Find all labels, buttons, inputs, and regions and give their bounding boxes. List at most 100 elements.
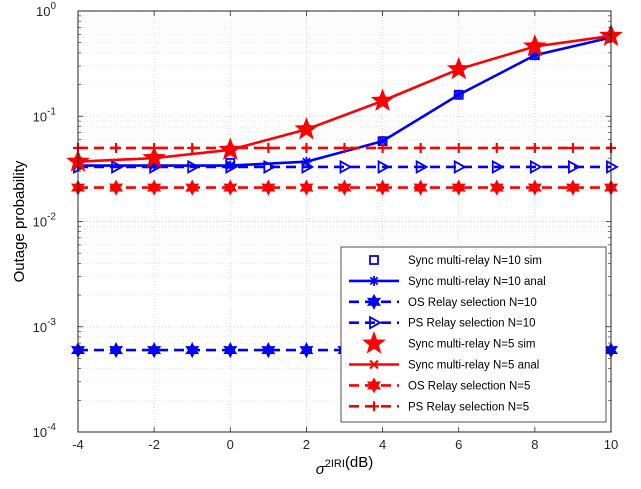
data-point [263, 142, 274, 153]
legend-label: PS Relay selection N=10 [408, 318, 536, 330]
data-point [223, 342, 238, 359]
y-tick-label: 10-4 [33, 422, 57, 440]
data-point [301, 124, 312, 135]
legend-marker [366, 377, 382, 394]
series-7 [70, 179, 619, 196]
legend-marker [369, 359, 379, 370]
legend: Sync multi-relay N=10 sim Sync multi-rela… [340, 246, 607, 423]
legend-entry: Sync multi-relay N=5 sim [362, 331, 536, 354]
data-point [567, 142, 578, 153]
data-point [529, 159, 543, 174]
x-tick-label: -4 [72, 437, 84, 452]
legend-label: Sync multi-relay N=5 sim [408, 339, 536, 351]
data-point [491, 142, 502, 153]
data-point [185, 342, 200, 359]
data-point [185, 179, 200, 196]
data-point [187, 142, 198, 153]
legend-marker [362, 331, 386, 354]
data-point [415, 159, 429, 174]
data-point [339, 159, 353, 174]
legend-marker [366, 293, 382, 310]
data-point [225, 142, 236, 153]
data-point [491, 159, 505, 174]
data-point [453, 142, 464, 153]
data-point [415, 142, 426, 153]
data-point [377, 159, 391, 174]
data-point [568, 159, 581, 174]
legend-label: PS Relay selection N=5 [408, 401, 529, 413]
data-point [261, 179, 276, 196]
data-point [111, 159, 124, 174]
data-point [261, 342, 276, 359]
data-point [377, 96, 388, 106]
data-point [149, 159, 163, 174]
x-tick-label: 2 [303, 437, 310, 452]
data-point [187, 159, 201, 174]
legend-label: OS Relay selection N=10 [408, 297, 537, 309]
data-point [527, 179, 542, 196]
data-point [377, 142, 388, 153]
data-point [337, 179, 352, 196]
data-point [301, 142, 312, 153]
x-axis-label-symbol: σ [316, 461, 326, 478]
data-point [147, 342, 162, 359]
data-point [453, 89, 464, 100]
legend-label: Sync multi-relay N=10 anal [408, 276, 546, 288]
legend-entry: PS Relay selection N=5 [349, 401, 529, 413]
x-axis-label-subscript: IRI [331, 458, 345, 470]
legend-marker [369, 275, 379, 286]
legend-entry: Sync multi-relay N=5 anal [349, 360, 539, 372]
x-tick-label: 6 [455, 437, 462, 452]
legend-marker [369, 401, 379, 412]
series-line [77, 34, 612, 163]
data-point [111, 142, 122, 153]
legend-label: Sync multi-relay N=5 anal [408, 360, 539, 372]
legend-box [340, 246, 607, 423]
data-point [451, 179, 466, 196]
data-point [149, 142, 160, 153]
y-tick-label: 10-1 [33, 106, 57, 124]
x-tick-label: 4 [379, 437, 386, 452]
data-point [225, 159, 239, 174]
data-point [223, 179, 238, 196]
data-point [109, 342, 124, 359]
data-point [606, 159, 619, 174]
legend-entry: OS Relay selection N=10 [349, 293, 537, 310]
y-axis-label: Outage probability [11, 160, 28, 282]
data-point [529, 142, 540, 153]
data-point [530, 41, 540, 52]
legend-label: OS Relay selection N=5 [408, 380, 530, 392]
x-tick-label: -2 [148, 437, 160, 452]
legend-entry: PS Relay selection N=10 [349, 315, 536, 330]
legend-entry: Sync multi-relay N=10 sim [369, 255, 542, 267]
legend-entry: Sync multi-relay N=10 anal [349, 275, 546, 288]
data-point [299, 342, 314, 359]
axis-ticks: -4 -2 0 2 4 6 8 10 10-4 10-3 10-2 10-1 100 [33, 1, 619, 452]
data-point [375, 179, 390, 196]
data-point [453, 159, 467, 174]
series-8 [73, 142, 616, 153]
data-point [413, 179, 428, 196]
data-point [109, 179, 124, 196]
data-point [301, 159, 315, 174]
x-tick-label: 0 [227, 437, 234, 452]
x-axis-label-unit: (dB) [345, 454, 373, 471]
y-tick-label: 10-3 [33, 317, 57, 335]
data-point [299, 179, 314, 196]
data-point [263, 159, 277, 174]
data-point [454, 64, 464, 74]
legend-marker [369, 315, 382, 330]
data-point [565, 179, 580, 196]
data-point [339, 142, 350, 153]
legend-marker [369, 255, 379, 265]
x-tick-label: 8 [531, 437, 538, 452]
legend-entry: OS Relay selection N=5 [349, 377, 530, 394]
data-point [489, 179, 504, 196]
y-tick-label: 10-2 [33, 212, 57, 230]
x-axis-label-superscript: 2 [325, 458, 331, 470]
y-tick-label: 100 [36, 1, 56, 19]
data-point [149, 153, 159, 163]
x-tick-label: 10 [604, 437, 618, 452]
legend-label: Sync multi-relay N=10 sim [408, 255, 542, 267]
